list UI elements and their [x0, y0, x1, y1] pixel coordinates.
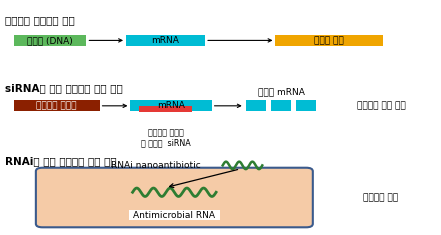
Bar	[276, 35, 383, 46]
FancyBboxPatch shape	[129, 210, 220, 220]
Text: 단백질 합성: 단백질 합성	[314, 36, 344, 45]
Bar	[271, 100, 291, 111]
Bar	[131, 100, 212, 111]
Text: mRNA: mRNA	[157, 101, 185, 110]
Text: 바이러스 즉식 저해: 바이러스 즉식 저해	[357, 101, 405, 110]
Bar	[14, 35, 86, 46]
Bar	[126, 35, 205, 46]
Text: Antimicrobial RNA: Antimicrobial RNA	[133, 211, 215, 220]
Bar	[139, 106, 192, 112]
Bar	[14, 100, 100, 111]
Text: RNAi에 의한 세균내성 발현 저해: RNAi에 의한 세균내성 발현 저해	[5, 156, 117, 166]
Text: mRNA: mRNA	[152, 36, 179, 45]
Text: 손상된 mRNA: 손상된 mRNA	[258, 87, 304, 96]
Text: RNAi nanoantibiotic: RNAi nanoantibiotic	[111, 161, 200, 170]
Text: 유전자 (DNA): 유전자 (DNA)	[27, 36, 73, 45]
Text: 바이러스 유전자
에 상보적  siRNA: 바이러스 유전자 에 상보적 siRNA	[141, 128, 191, 148]
Bar	[296, 100, 316, 111]
Text: siRNA에 의한 바이러스 즉식 억제: siRNA에 의한 바이러스 즉식 억제	[5, 83, 123, 93]
FancyBboxPatch shape	[36, 168, 313, 227]
Bar	[246, 100, 266, 111]
Text: 내성발현 저해: 내성발현 저해	[363, 193, 399, 202]
Text: 바이러스 유전자: 바이러스 유전자	[37, 101, 77, 110]
Text: 유전자의 정상적인 발현: 유전자의 정상적인 발현	[5, 16, 75, 26]
